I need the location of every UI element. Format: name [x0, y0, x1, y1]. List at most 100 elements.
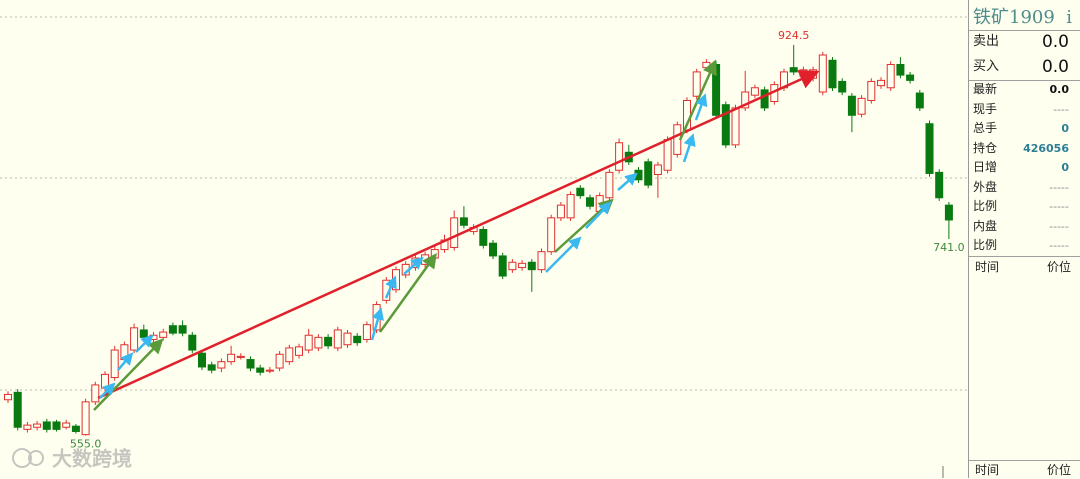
- candle-body: [353, 335, 362, 344]
- stat-value: 0.0: [1049, 83, 1070, 96]
- candle-body: [828, 59, 837, 89]
- stat-value: ----: [1053, 102, 1069, 116]
- candle-body: [459, 217, 468, 226]
- drawings: [93, 59, 820, 411]
- quote-value: 0.0: [1041, 57, 1069, 77]
- watermark: 大数跨境: [12, 447, 132, 471]
- blue-arrow: [694, 93, 708, 121]
- blue-arrow: [617, 172, 638, 191]
- candle-body: [120, 344, 129, 361]
- candle-body: [527, 261, 536, 271]
- divider: [969, 80, 1080, 81]
- candle-body: [479, 228, 488, 246]
- candle-body: [712, 64, 721, 116]
- stat-value: 0: [1061, 122, 1069, 135]
- watermark-text: 大数跨境: [52, 447, 132, 471]
- blue-arrow: [403, 256, 424, 275]
- candle-body: [265, 369, 274, 372]
- candle-body: [741, 91, 750, 109]
- blue-arrow: [117, 352, 134, 371]
- candle-body: [4, 393, 12, 401]
- candle-body: [314, 336, 323, 349]
- candle-body: [198, 352, 206, 368]
- watermark-logo: [12, 448, 32, 468]
- candle-body: [139, 329, 148, 338]
- candle-body: [702, 61, 711, 69]
- candle-body: [430, 249, 439, 259]
- candle-body: [362, 324, 371, 340]
- blue-arrow: [384, 275, 397, 299]
- blue-arrow: [682, 133, 696, 163]
- candle-body: [333, 329, 342, 349]
- candle-body: [653, 164, 662, 175]
- candle-body: [489, 242, 497, 257]
- candle-body: [168, 325, 177, 334]
- candle-body: [915, 92, 924, 109]
- candle-body: [188, 334, 197, 351]
- green-arrow: [378, 252, 437, 333]
- divider: [969, 256, 1080, 257]
- candle-body: [324, 336, 333, 347]
- candle-body: [498, 255, 507, 277]
- candle-body: [760, 89, 769, 109]
- candle-body: [556, 204, 565, 219]
- ticks-header: 价位: [1047, 260, 1072, 274]
- candle-body: [537, 251, 546, 271]
- footer-label: 价位: [1047, 463, 1072, 477]
- stat-label: 日增: [973, 160, 998, 174]
- candle-body: [149, 334, 158, 340]
- stat-label: 比例: [973, 199, 998, 213]
- stat-label: 最新: [973, 82, 998, 96]
- candle-body: [847, 95, 856, 116]
- trend-arrow: [97, 70, 820, 400]
- candle-body: [23, 424, 32, 430]
- candle-body: [663, 139, 672, 171]
- ticks-header: 时间: [975, 260, 1000, 274]
- candle-body: [13, 391, 22, 428]
- stat-label: 现手: [973, 101, 998, 116]
- candle-body: [275, 353, 284, 369]
- candle-body: [944, 204, 953, 221]
- candle-body: [130, 327, 139, 351]
- stat-label: 总手: [973, 121, 998, 135]
- candle-body: [634, 169, 643, 181]
- blue-arrow: [545, 236, 582, 273]
- candle-body: [91, 384, 100, 403]
- candle-body: [246, 359, 255, 369]
- candle-body: [81, 401, 90, 436]
- extreme-label: 924.5: [778, 29, 810, 42]
- stat-value: 426056: [1023, 141, 1069, 155]
- quote-label: 卖出: [973, 34, 1000, 49]
- blue-arrow: [99, 382, 116, 399]
- candle-body: [256, 367, 265, 373]
- quote-value: 0.0: [1041, 32, 1069, 52]
- candle-body: [295, 346, 303, 356]
- candle-body: [304, 334, 313, 351]
- candle-body: [838, 80, 847, 93]
- stat-value: 0: [1061, 161, 1069, 174]
- candle-body: [101, 373, 109, 389]
- quote-panel: 铁矿1909 i 卖出 0.0 买入 0.0 最新 0.0 现手 ---- 总手 0 持仓 42605…: [968, 0, 1080, 478]
- candle-body: [721, 104, 730, 146]
- candle-body: [576, 187, 585, 197]
- blue-arrow: [585, 201, 612, 229]
- candle-body: [110, 349, 119, 379]
- candle-body: [343, 332, 352, 346]
- stat-value: -----: [1049, 200, 1069, 213]
- candle-body: [518, 262, 527, 269]
- watermark-logo: [28, 450, 44, 466]
- footer-label: 时间: [975, 463, 1000, 477]
- candle-body: [508, 261, 517, 271]
- divider: [969, 460, 1080, 461]
- candle-body: [818, 54, 827, 93]
- candle-body: [750, 87, 759, 96]
- candle-body: [877, 79, 885, 87]
- candle-body: [867, 80, 876, 101]
- candle-body: [42, 421, 51, 430]
- divider: [969, 30, 1080, 31]
- candle-body: [71, 425, 80, 432]
- blue-arrow: [370, 307, 384, 341]
- candle-body: [62, 422, 71, 428]
- candle-body: [178, 325, 187, 334]
